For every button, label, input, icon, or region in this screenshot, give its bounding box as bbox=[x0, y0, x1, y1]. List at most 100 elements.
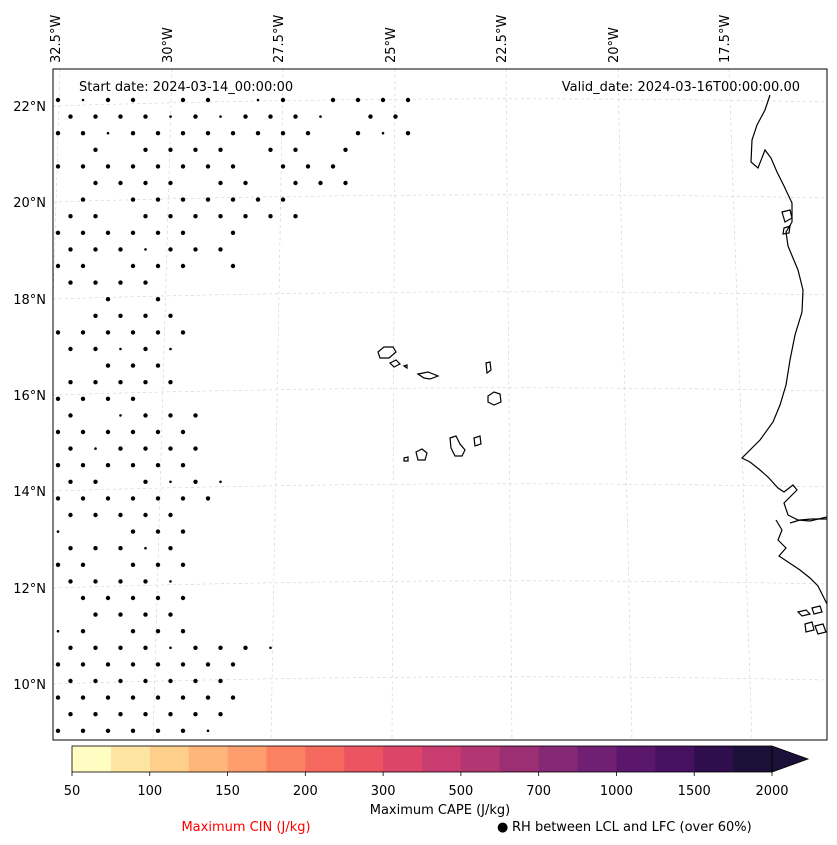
parallel-line bbox=[53, 194, 827, 203]
rh-dot bbox=[218, 645, 223, 650]
rh-dot bbox=[405, 131, 411, 136]
rh-dot bbox=[155, 529, 161, 534]
rh-dot bbox=[80, 463, 86, 468]
rh-dot bbox=[180, 595, 186, 601]
rh-dot bbox=[143, 479, 148, 484]
rh-dot bbox=[168, 180, 173, 186]
rh-dot bbox=[93, 546, 98, 551]
colorbar-segment bbox=[305, 746, 345, 772]
parallel-line bbox=[53, 580, 827, 589]
rh-dot bbox=[93, 579, 98, 584]
rh-dot bbox=[280, 197, 286, 202]
rh-dot bbox=[105, 463, 111, 468]
rh-dot bbox=[155, 164, 161, 169]
rh-dot bbox=[119, 414, 122, 417]
rh-dot bbox=[118, 612, 123, 617]
rh-dot bbox=[168, 413, 173, 418]
lat-label: 18°N bbox=[13, 293, 46, 308]
colorbar-segment bbox=[655, 746, 695, 772]
rh-dot bbox=[143, 313, 148, 318]
rh-dot bbox=[168, 380, 173, 385]
rh-dot bbox=[355, 131, 361, 136]
rh-dot bbox=[180, 131, 186, 136]
rh-dot bbox=[118, 678, 123, 684]
rh-dot bbox=[105, 595, 111, 601]
colorbar-segment bbox=[538, 746, 579, 772]
rh-dot bbox=[105, 164, 111, 169]
rh-dot bbox=[105, 97, 111, 103]
rh-dot bbox=[68, 446, 73, 451]
rh-dot bbox=[381, 131, 385, 135]
rh-dot bbox=[80, 728, 86, 733]
colorbar-segment bbox=[149, 746, 190, 772]
rh-dot bbox=[205, 662, 211, 667]
rh-dot bbox=[230, 695, 236, 700]
rh-dot bbox=[168, 214, 173, 219]
rh-dot bbox=[55, 97, 61, 103]
rh-dot bbox=[68, 479, 73, 484]
lat-label: 22°N bbox=[13, 100, 46, 115]
rh-dot bbox=[106, 131, 110, 135]
cape-verde-sao-vicente bbox=[388, 359, 402, 368]
colorbar-segment bbox=[110, 746, 151, 772]
rh-dot bbox=[168, 612, 173, 617]
rh-dot bbox=[130, 164, 136, 169]
rh-dot bbox=[143, 579, 148, 584]
rh-dot bbox=[105, 230, 111, 235]
rh-dot bbox=[130, 230, 136, 235]
rh-dot bbox=[130, 97, 136, 103]
rh-dot bbox=[218, 678, 223, 684]
rh-dot bbox=[155, 429, 161, 435]
rh-dot bbox=[205, 164, 211, 169]
rh-dot bbox=[56, 629, 60, 633]
rh-dot bbox=[80, 595, 86, 601]
rh-dot bbox=[80, 131, 86, 136]
lat-label: 14°N bbox=[13, 485, 46, 500]
rh-dot bbox=[155, 363, 161, 368]
rh-dot bbox=[80, 562, 86, 567]
rh-dot bbox=[55, 263, 61, 269]
rh-dot bbox=[218, 247, 223, 252]
meridian-line bbox=[152, 69, 173, 740]
rh-dot bbox=[93, 346, 98, 352]
rh-dot bbox=[155, 230, 161, 235]
rh-dot bbox=[168, 313, 173, 318]
rh-dot bbox=[130, 463, 136, 468]
rh-dot bbox=[218, 147, 223, 152]
rh-dot bbox=[218, 712, 223, 717]
rh-dot bbox=[80, 396, 86, 401]
rh-legend-label: RH between LCL and LFC (over 60%) bbox=[512, 820, 752, 835]
rh-dot bbox=[80, 164, 86, 169]
rh-dot bbox=[219, 480, 222, 484]
rh-dot bbox=[105, 330, 111, 335]
rh-dot bbox=[105, 429, 111, 435]
latitude-labels: 22°N 20°N 18°N 16°N 14°N 12°N 10°N bbox=[13, 100, 46, 693]
rh-dot bbox=[143, 380, 148, 385]
rh-dot bbox=[180, 429, 186, 435]
rh-dot bbox=[118, 380, 123, 385]
rh-dot bbox=[180, 230, 186, 235]
colorbar-tick-label: 150 bbox=[215, 784, 240, 799]
gambia-estuary bbox=[789, 518, 827, 524]
lat-label: 12°N bbox=[13, 582, 46, 597]
start-date-label: Start date: 2024-03-14_00:00:00 bbox=[79, 80, 293, 95]
colorbar-tick-label: 1000 bbox=[600, 784, 633, 799]
rh-dot bbox=[180, 463, 186, 468]
colorbar-segment bbox=[616, 746, 656, 772]
rh-dot bbox=[118, 712, 123, 717]
rh-dot bbox=[368, 114, 373, 119]
rh-dot bbox=[93, 512, 98, 518]
rh-dot bbox=[330, 97, 336, 103]
rh-dot bbox=[180, 662, 186, 667]
rh-dot bbox=[218, 214, 223, 219]
rh-dot bbox=[319, 115, 322, 118]
rh-dot bbox=[68, 280, 73, 285]
rh-dot bbox=[243, 114, 248, 119]
rh-dot bbox=[193, 214, 198, 219]
rh-dot bbox=[155, 330, 161, 335]
rh-dot bbox=[143, 645, 148, 650]
rh-dot bbox=[68, 114, 73, 119]
rh-dot bbox=[180, 695, 186, 700]
cape-verde-santa-luzia bbox=[402, 364, 408, 370]
rh-dot bbox=[193, 147, 198, 152]
